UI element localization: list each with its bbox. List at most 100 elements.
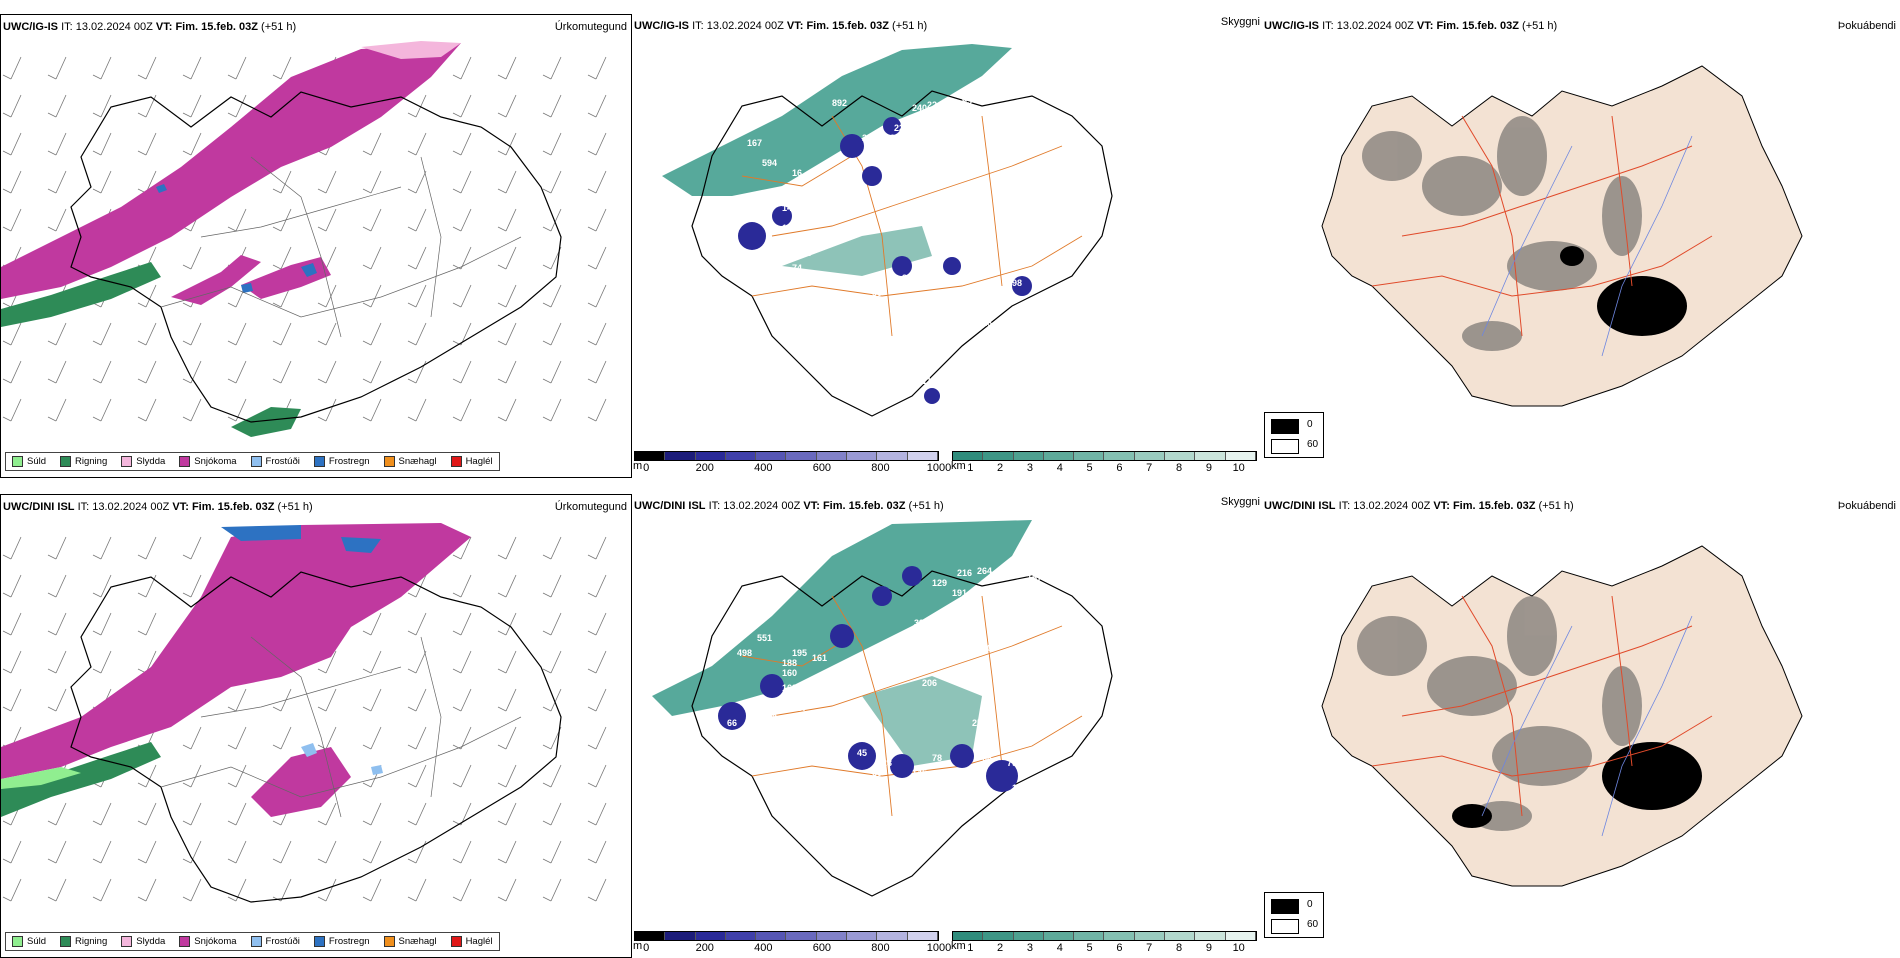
dense-fog (1452, 742, 1702, 828)
wind-barb (407, 612, 427, 636)
wind-barb (452, 612, 472, 636)
teal-visibility-area (652, 520, 1032, 716)
colorbar-unit: m (633, 460, 643, 472)
visibility-value: 31 (902, 273, 912, 283)
wind-barb (137, 840, 157, 864)
wind-barb (362, 802, 382, 826)
legend-swatch (179, 936, 191, 947)
legend-label: Snjókoma (194, 456, 237, 467)
rivers (1481, 135, 1693, 357)
wind-barb (182, 764, 202, 788)
wind-barb (407, 398, 427, 422)
wind-barb (317, 840, 337, 864)
wind-barb (227, 94, 247, 118)
colorbar-tick: 9 (1205, 462, 1212, 474)
wind-barb (497, 246, 517, 270)
precip-map (1, 523, 607, 903)
legend-label: Slydda (136, 456, 166, 467)
wind-barb (452, 360, 472, 384)
wind-barb (587, 360, 607, 384)
wind-barb (47, 536, 67, 560)
wind-barb (272, 360, 292, 384)
precip-type-panel-top: UWC/IG-IS IT: 13.02.2024 00Z VT: Fim. 15… (0, 14, 632, 478)
visibility-value: 410 (962, 648, 977, 658)
visibility-panel-bottom: UWC/DINI ISL IT: 13.02.2024 00Z VT: Fim.… (632, 494, 1262, 958)
visibility-value: 498 (737, 648, 752, 658)
wind-barb (497, 650, 517, 674)
visibility-value: 161 (812, 653, 827, 663)
wind-barb (92, 612, 112, 636)
visibility-value: 101 (1012, 783, 1027, 793)
wind-barb (497, 56, 517, 80)
wind-barb (227, 208, 247, 232)
wind-barb (137, 764, 157, 788)
visibility-value: 240 (912, 103, 927, 113)
legend-swatch (60, 936, 72, 947)
cloud-map (1321, 545, 1803, 887)
visibility-value: 105 (962, 678, 977, 688)
wind-barb (92, 650, 112, 674)
visibility-value: 79 (932, 268, 942, 278)
visibility-value: 145 (912, 768, 927, 778)
cloud-map (1321, 65, 1803, 407)
cloud-indicator-panel-bottom: UWC/DINI ISL IT: 13.02.2024 00Z VT: Fim.… (1262, 494, 1900, 958)
roads (1371, 115, 1713, 337)
wind-barb (407, 322, 427, 346)
colorbar-unit: km (951, 940, 966, 952)
visibility-value: 97 (767, 248, 777, 258)
wind-barb (227, 802, 247, 826)
wind-barb (272, 322, 292, 346)
wind-barb (542, 574, 562, 598)
visibility-value: 16 (792, 168, 802, 178)
wind-barb (497, 284, 517, 308)
wind-barb (587, 688, 607, 712)
visibility-value: 120 (892, 788, 907, 798)
colorbar-tick: 10 (1232, 942, 1245, 954)
wind-barb (2, 322, 22, 346)
visibility-value: 392 (914, 618, 929, 628)
legend-item: Snæhagl (383, 936, 437, 947)
wind-barb (2, 612, 22, 636)
legend-item: Súld (12, 456, 46, 467)
cloud-legend-bottom: 0 60 (1264, 892, 1324, 938)
wind-barb (362, 840, 382, 864)
wind-barb (362, 688, 382, 712)
colorbar-tick: 1 (967, 942, 974, 954)
wind-barb (182, 802, 202, 826)
wind-barb (317, 208, 337, 232)
colorbar-tick: 800 (871, 942, 890, 954)
precip-legend: Súld Rigning Slydda Snjókoma Frostúði Frostre… (5, 452, 500, 471)
colorbar-tick: 7 (1146, 462, 1153, 474)
visibility-value: 102 (702, 728, 717, 738)
wind-barb (452, 764, 472, 788)
colorbar-tick: 200 (695, 942, 714, 954)
wind-barb (47, 398, 67, 422)
wind-barb (362, 246, 382, 270)
wind-barb (362, 322, 382, 346)
colorbar-tick: 10 (1232, 462, 1245, 474)
colorbar-tick: 3 (1026, 942, 1033, 954)
visibility-value: 74 (792, 263, 802, 273)
roads (741, 115, 1083, 337)
wind-barb (47, 360, 67, 384)
cloud-legend-label: 60 (1307, 919, 1319, 930)
wind-barb (542, 322, 562, 346)
wind-barb (542, 650, 562, 674)
panel-title: Skyggni (1220, 16, 1260, 28)
visibility-value: 163 (782, 683, 797, 693)
wind-barb (47, 650, 67, 674)
wind-barb (182, 398, 202, 422)
wind-barb (317, 360, 337, 384)
legend-item: Frostúði (250, 936, 300, 947)
wind-barb (362, 170, 382, 194)
wind-barb (587, 56, 607, 80)
wind-barb (47, 56, 67, 80)
colorbar-tick: 4 (1056, 462, 1063, 474)
legend-label: Súld (27, 456, 47, 467)
legend-label: Frostúði (265, 456, 300, 467)
cloud-legend-label: 60 (1307, 439, 1319, 450)
visibility-colorbar-km: 1 2 3 4 5 6 7 8 9 10 km (951, 931, 1257, 955)
wind-barb (587, 612, 607, 636)
wind-barb (542, 208, 562, 232)
